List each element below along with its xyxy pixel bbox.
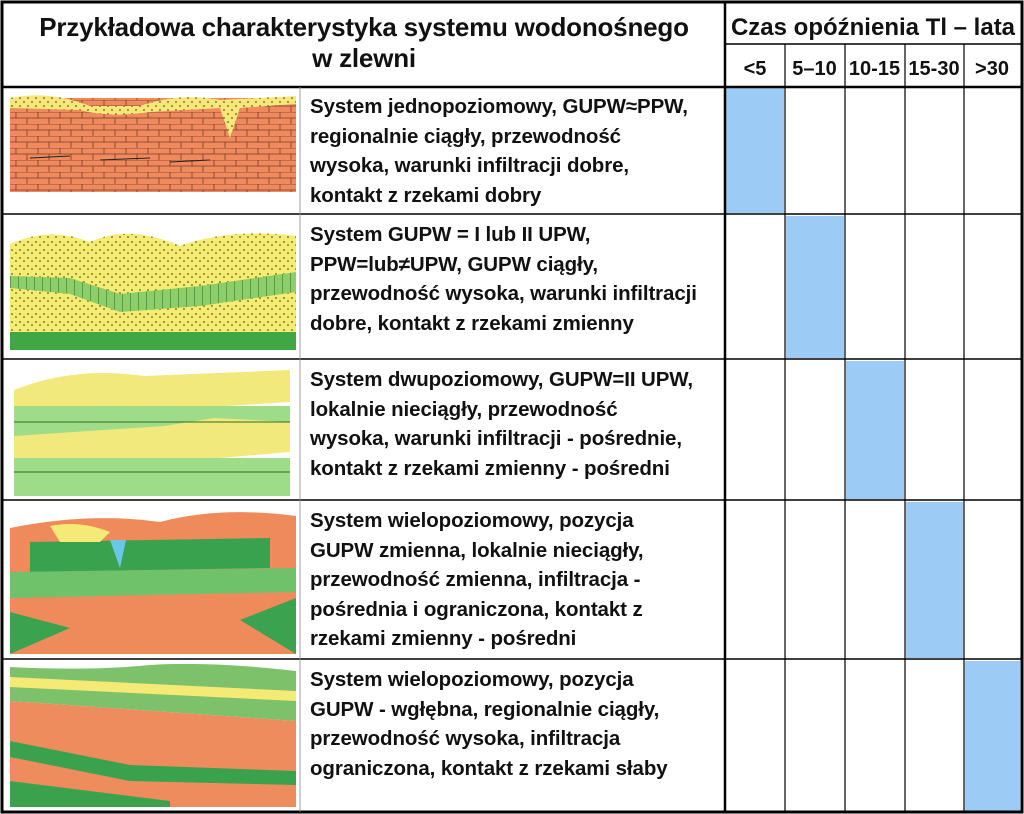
title-line-2: w zlewni bbox=[312, 43, 416, 73]
row-4-description: System wielopoziomowy, pozycja GUPW zmie… bbox=[310, 509, 644, 650]
title-line-1: Przykładowa charakterystyka systemu wodo… bbox=[39, 12, 689, 42]
cross-section-5-image bbox=[10, 661, 296, 807]
delay-col-4: 15-30 bbox=[908, 58, 960, 80]
delay-col-3: 10-15 bbox=[848, 58, 901, 80]
cross-section-1-image bbox=[10, 95, 296, 192]
delay-mark-row-1 bbox=[726, 88, 784, 213]
delay-header: Czas opóźnienia Tl – lata bbox=[730, 14, 1016, 41]
delay-mark-row-5 bbox=[965, 661, 1020, 811]
row-2-description: System GUPW = I lub II UPW, PPW=lub≠UPW,… bbox=[310, 223, 697, 335]
row-3-description: System dwupoziomowy, GUPW=II UPW, lokaln… bbox=[310, 368, 694, 480]
cross-section-4-image bbox=[10, 502, 296, 654]
delay-mark-row-2 bbox=[786, 216, 844, 358]
row-5-description: System wielopoziomowy, pozycja GUPW - wg… bbox=[310, 668, 668, 780]
delay-mark-row-3 bbox=[846, 361, 904, 499]
delay-mark-row-4 bbox=[906, 502, 963, 658]
delay-col-5: >30 bbox=[975, 58, 1009, 80]
row-1-description: System jednopoziomowy, GUPW≈PPW, regiona… bbox=[310, 95, 688, 207]
delay-col-1: <5 bbox=[743, 58, 767, 80]
cross-section-3-image bbox=[14, 362, 290, 496]
delay-col-2: 5–10 bbox=[792, 58, 837, 80]
cross-section-2-image bbox=[10, 216, 296, 350]
table-title: Przykładowa charakterystyka systemu wodo… bbox=[4, 4, 724, 86]
